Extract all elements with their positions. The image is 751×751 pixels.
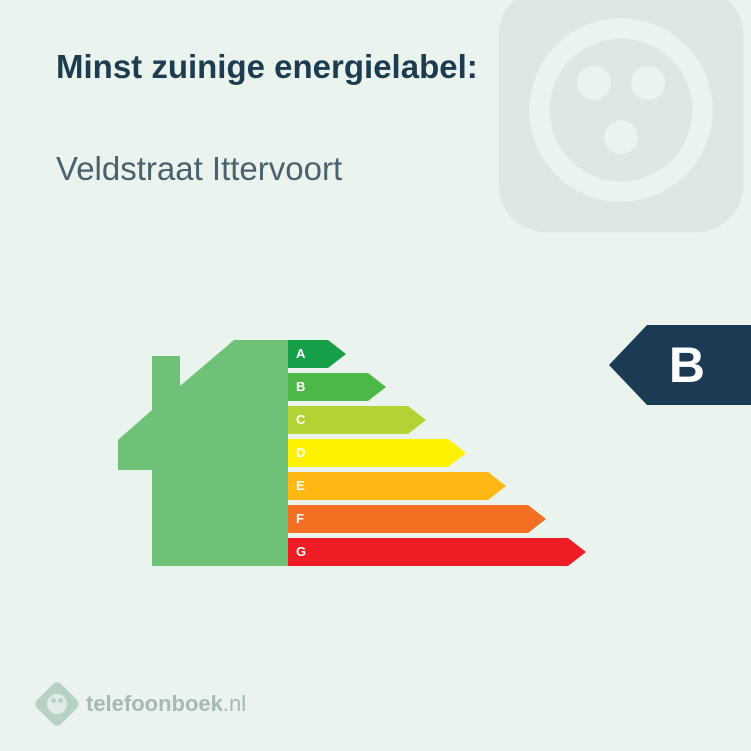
brand-name-bold: telefoonboek (86, 691, 223, 716)
result-letter: B (647, 325, 751, 405)
brand-name-tld: .nl (223, 691, 246, 716)
footer-brand: telefoonboek.nl (40, 687, 246, 721)
page-title: Minst zuinige energielabel: (56, 48, 478, 86)
energy-bar-label: D (296, 445, 305, 460)
energy-bar-label: F (296, 511, 304, 526)
location-name: Veldstraat Ittervoort (56, 150, 342, 188)
energy-bar-label: B (296, 379, 305, 394)
house-icon (118, 340, 288, 566)
result-badge: B (609, 325, 751, 405)
energy-label-chart: A B C D E F G (118, 318, 638, 588)
energy-bar-label: A (296, 346, 305, 361)
brand-logo-icon (33, 680, 81, 728)
energy-bar-label: G (296, 544, 306, 559)
brand-text: telefoonboek.nl (86, 691, 246, 717)
energy-bar-label: E (296, 478, 305, 493)
badge-arrow-icon (609, 325, 647, 405)
watermark-icon (451, 0, 751, 280)
energy-bar-label: C (296, 412, 305, 427)
